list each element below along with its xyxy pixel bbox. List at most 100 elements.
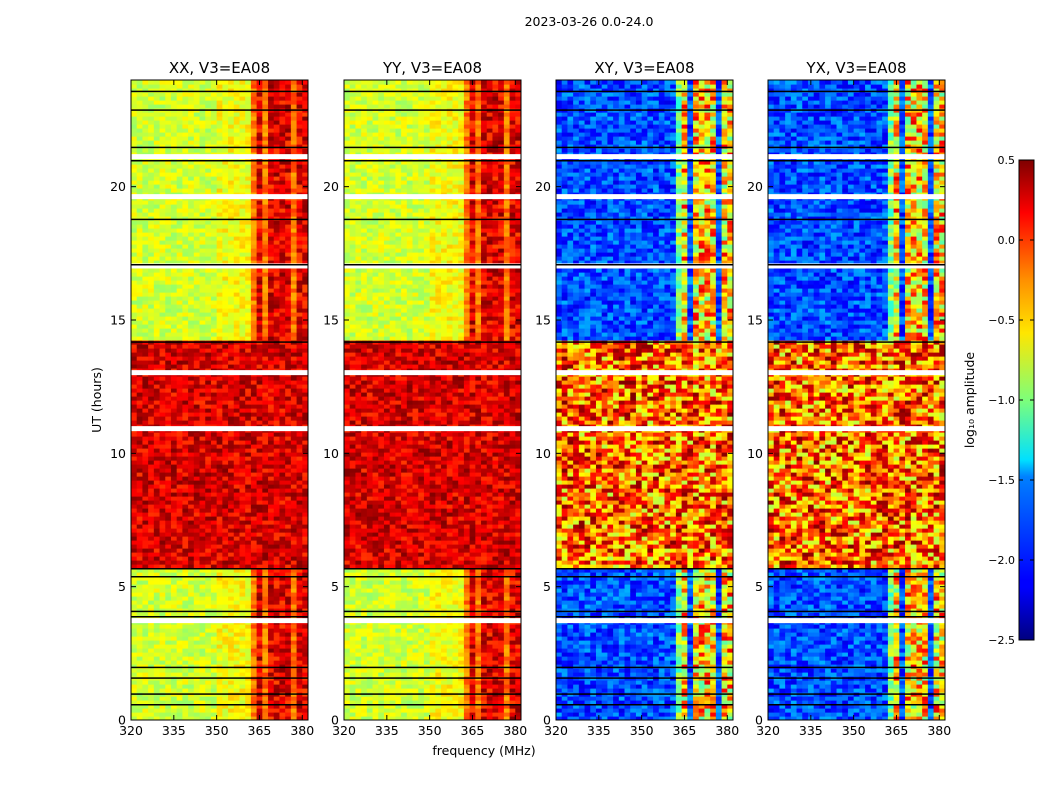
heatmap-cell [285, 204, 292, 209]
heatmap-cell [193, 140, 201, 145]
heatmap-cell [182, 464, 189, 469]
heatmap-cell [239, 460, 246, 465]
heatmap-cell [222, 452, 229, 457]
heatmap-cell [210, 100, 218, 105]
heatmap-cell [268, 328, 275, 333]
heatmap-cell [228, 92, 235, 97]
heatmap-cell [262, 712, 269, 717]
heatmap-cell [239, 248, 246, 253]
heatmap-cell [245, 528, 252, 533]
heatmap-cell [296, 688, 303, 693]
heatmap-cell [142, 468, 149, 473]
heatmap-cell [148, 460, 155, 465]
heatmap-cell [142, 228, 149, 233]
heatmap-cell [182, 492, 189, 497]
heatmap-cell [153, 580, 161, 585]
heatmap-cell [233, 84, 241, 89]
heatmap-cell [159, 596, 166, 601]
heatmap-cell [228, 580, 235, 585]
heatmap-cell [233, 180, 241, 185]
heatmap-cell [142, 640, 149, 645]
heatmap-cell [159, 296, 166, 301]
heatmap-cell [193, 448, 201, 453]
heatmap-cell [228, 548, 235, 553]
heatmap-cell [228, 84, 235, 89]
heatmap-cell [182, 300, 189, 305]
heatmap-cell [285, 100, 292, 105]
heatmap-cell [290, 364, 298, 369]
heatmap-cell [268, 544, 275, 549]
heatmap-cell [273, 104, 281, 109]
heatmap-cell [205, 116, 212, 121]
heatmap-cell [273, 388, 281, 393]
heatmap-cell [233, 384, 241, 389]
heatmap-cell [222, 376, 229, 381]
heatmap-cell [148, 504, 155, 509]
heatmap-cell [233, 300, 241, 305]
heatmap-cell [256, 116, 263, 121]
heatmap-cell [205, 204, 212, 209]
heatmap-cell [268, 548, 275, 553]
heatmap-cell [222, 348, 229, 353]
heatmap-cell [210, 488, 218, 493]
heatmap-cell [131, 624, 138, 629]
heatmap-cell [296, 612, 303, 617]
heatmap-cell [170, 148, 178, 153]
heatmap-cell [239, 556, 246, 561]
heatmap-cell [205, 568, 212, 573]
heatmap-cell [285, 580, 292, 585]
heatmap-cell [268, 700, 275, 705]
heatmap-cell [165, 296, 172, 301]
heatmap-cell [193, 560, 201, 565]
heatmap-cell [148, 104, 155, 109]
heatmap-cell [153, 380, 161, 385]
heatmap-cell [233, 516, 241, 521]
heatmap-cell [193, 712, 201, 717]
heatmap-cell [228, 240, 235, 245]
heatmap-cell [205, 448, 212, 453]
heatmap-cell [176, 496, 183, 501]
heatmap-cell [245, 248, 252, 253]
heatmap-cell [245, 592, 252, 597]
heatmap-cell [210, 120, 218, 125]
heatmap-cell [142, 420, 149, 425]
heatmap-cell [256, 240, 263, 245]
heatmap-cell [182, 516, 189, 521]
heatmap-cell [165, 588, 172, 593]
heatmap-cell [199, 280, 206, 285]
heatmap-cell [131, 420, 138, 425]
heatmap-cell [239, 628, 246, 633]
heatmap-cell [142, 112, 149, 117]
heatmap-cell [148, 440, 155, 445]
heatmap-cell [170, 352, 178, 357]
heatmap-cell [285, 212, 292, 217]
heatmap-cell [222, 584, 229, 589]
heatmap-cell [302, 504, 308, 509]
heatmap-cell [290, 472, 298, 477]
heatmap-cell [210, 556, 218, 561]
heatmap-cell [199, 460, 206, 465]
heatmap-cell [159, 164, 166, 169]
heatmap-cell [193, 84, 201, 89]
heatmap-cell [296, 104, 303, 109]
heatmap-cell [250, 604, 258, 609]
heatmap-cell [302, 312, 308, 317]
heatmap-cell [170, 628, 178, 633]
heatmap-cell [199, 444, 206, 449]
heatmap-cell [222, 532, 229, 537]
heatmap-cell [290, 236, 298, 241]
heatmap-cell [205, 316, 212, 321]
heatmap-cell [279, 136, 286, 141]
heatmap-cell [279, 164, 286, 169]
heatmap-cell [165, 212, 172, 217]
heatmap-cell [165, 468, 172, 473]
heatmap-cell [188, 500, 195, 505]
heatmap-cell [136, 248, 144, 253]
heatmap-cell [216, 292, 223, 297]
heatmap-cell [170, 644, 178, 649]
heatmap-cell [170, 412, 178, 417]
heatmap-cell [193, 344, 201, 349]
heatmap-cell [290, 432, 298, 437]
heatmap-cell [290, 684, 298, 689]
heatmap-cell [245, 708, 252, 713]
